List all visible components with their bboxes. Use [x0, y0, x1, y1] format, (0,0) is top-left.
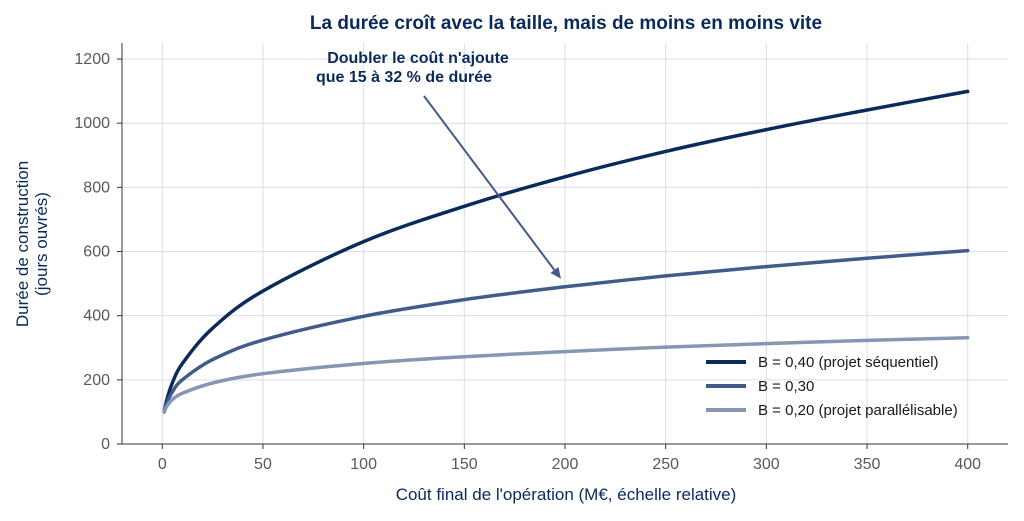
- x-tick-label: 200: [552, 456, 579, 473]
- series-line-1: [162, 89, 970, 414]
- legend-label-1: B = 0,40 (projet séquentiel): [758, 354, 939, 371]
- y-tick-label: 0: [101, 436, 110, 453]
- x-tick-label: 0: [158, 456, 167, 473]
- x-tick-labels: 0 50 100 150 200 250 300 350 400: [158, 456, 981, 473]
- axes: [117, 43, 1008, 449]
- annotation-arrow: [423, 95, 556, 271]
- chart-title: La durée croît avec la taille, mais de m…: [310, 13, 822, 34]
- x-tick-label: 50: [254, 456, 272, 473]
- grid: [122, 43, 1008, 445]
- y-axis-label: Durée de construction (jours ouvrés): [13, 161, 51, 327]
- legend: B = 0,40 (projet séquentiel) B = 0,30 B = …: [706, 354, 958, 419]
- legend-label-3: B = 0,20 (projet parallélisable): [758, 402, 958, 419]
- series-line-2: [162, 248, 970, 414]
- legend-label-2: B = 0,30: [758, 378, 814, 395]
- annotation-arrow-head: [550, 267, 561, 279]
- x-tick-label: 350: [854, 456, 881, 473]
- y-tick-label: 600: [83, 244, 110, 261]
- y-tick-labels: 0 200 400 600 800 1000 1200: [74, 51, 110, 453]
- x-tick-label: 250: [652, 456, 679, 473]
- series-line-3: [162, 336, 970, 414]
- x-tick-label: 300: [753, 456, 780, 473]
- y-axis-label-line-2: (jours ouvrés): [32, 192, 51, 296]
- x-tick-label: 150: [451, 456, 478, 473]
- annotation: Doubler le coût n'ajoute que 15 à 32 % d…: [316, 50, 561, 279]
- x-axis-label: Coût final de l'opération (M€, échelle r…: [396, 485, 737, 504]
- y-axis-label-line-1: Durée de construction: [13, 161, 32, 327]
- series-lines: [162, 89, 970, 414]
- x-tick-label: 400: [954, 456, 981, 473]
- y-tick-label: 200: [83, 372, 110, 389]
- annotation-line-1: Doubler le coût n'ajoute: [327, 50, 509, 67]
- y-tick-label: 400: [83, 308, 110, 325]
- y-tick-label: 1200: [74, 51, 110, 68]
- y-tick-label: 800: [83, 179, 110, 196]
- annotation-line-2: que 15 à 32 % de durée: [316, 69, 492, 86]
- y-tick-label: 1000: [74, 115, 110, 132]
- x-tick-label: 100: [350, 456, 377, 473]
